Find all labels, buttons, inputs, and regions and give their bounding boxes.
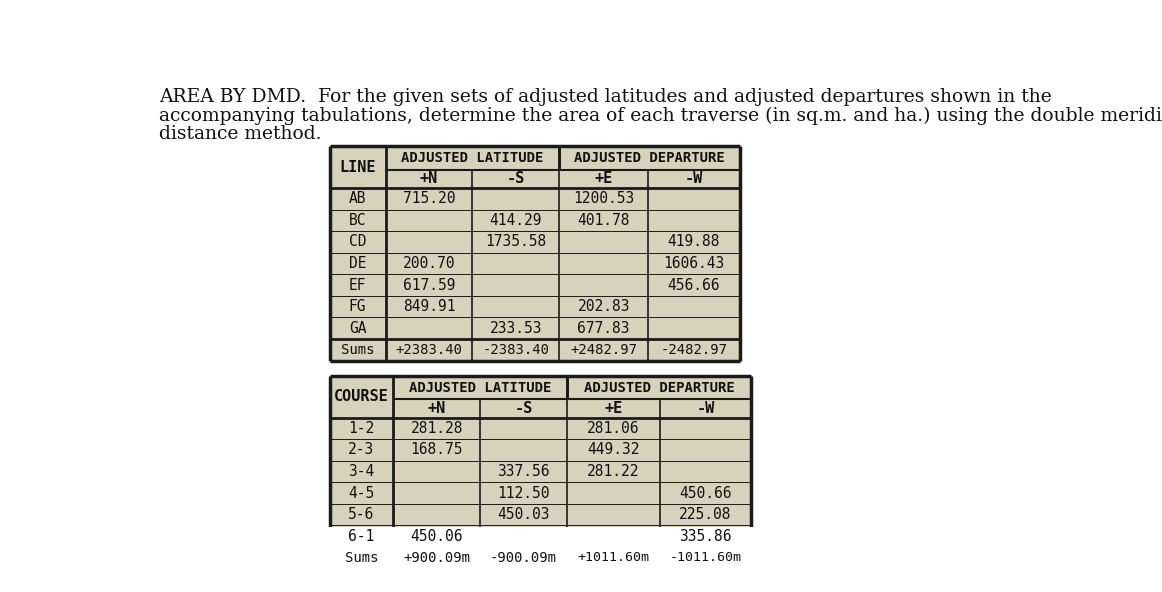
- Text: accompanying tabulations, determine the area of each traverse (in sq.m. and ha.): accompanying tabulations, determine the …: [159, 107, 1162, 125]
- Text: 401.78: 401.78: [578, 213, 630, 228]
- Text: FG: FG: [349, 299, 366, 314]
- Text: 281.28: 281.28: [410, 421, 462, 436]
- Text: 414.29: 414.29: [489, 213, 541, 228]
- Text: 2-3: 2-3: [349, 442, 374, 458]
- Text: +N: +N: [428, 401, 446, 416]
- Text: 225.08: 225.08: [680, 507, 732, 522]
- Text: -S: -S: [515, 401, 532, 416]
- Text: 715.20: 715.20: [403, 191, 456, 207]
- Text: 450.66: 450.66: [680, 485, 732, 500]
- Text: 3-4: 3-4: [349, 464, 374, 479]
- Text: COURSE: COURSE: [335, 390, 389, 404]
- Text: BC: BC: [349, 213, 366, 228]
- Text: +2482.97: +2482.97: [571, 343, 637, 357]
- Text: +2383.40: +2383.40: [395, 343, 462, 357]
- Text: 617.59: 617.59: [403, 278, 456, 292]
- Text: 112.50: 112.50: [497, 485, 550, 500]
- Text: ADJUSTED DEPARTURE: ADJUSTED DEPARTURE: [574, 151, 725, 165]
- Text: ADJUSTED LATITUDE: ADJUSTED LATITUDE: [401, 151, 544, 165]
- Text: 677.83: 677.83: [578, 321, 630, 336]
- Text: +1011.60m: +1011.60m: [578, 551, 650, 564]
- Text: 1606.43: 1606.43: [664, 256, 725, 271]
- Text: 419.88: 419.88: [668, 234, 720, 249]
- Text: -900.09m: -900.09m: [490, 551, 557, 565]
- Text: -W: -W: [684, 171, 703, 186]
- Text: 6-1: 6-1: [349, 529, 374, 543]
- Text: 849.91: 849.91: [403, 299, 456, 314]
- Text: AB: AB: [349, 191, 366, 207]
- Text: 335.86: 335.86: [680, 529, 732, 543]
- Text: AREA BY DMD.  For the given sets of adjusted latitudes and adjusted departures s: AREA BY DMD. For the given sets of adjus…: [159, 88, 1052, 106]
- Text: 1200.53: 1200.53: [573, 191, 634, 207]
- Text: 233.53: 233.53: [489, 321, 541, 336]
- Text: +N: +N: [419, 171, 438, 186]
- Text: DE: DE: [349, 256, 366, 271]
- Text: 337.56: 337.56: [497, 464, 550, 479]
- Text: ADJUSTED LATITUDE: ADJUSTED LATITUDE: [409, 381, 551, 394]
- Text: distance method.: distance method.: [159, 125, 322, 143]
- Text: 450.03: 450.03: [497, 507, 550, 522]
- Text: 4-5: 4-5: [349, 485, 374, 500]
- Text: 202.83: 202.83: [578, 299, 630, 314]
- Text: +900.09m: +900.09m: [403, 551, 471, 565]
- Text: 281.06: 281.06: [587, 421, 639, 436]
- Text: -2482.97: -2482.97: [660, 343, 727, 357]
- Text: 200.70: 200.70: [403, 256, 456, 271]
- Text: ADJUSTED DEPARTURE: ADJUSTED DEPARTURE: [583, 381, 734, 394]
- Text: 168.75: 168.75: [410, 442, 462, 458]
- Text: 1-2: 1-2: [349, 421, 374, 436]
- Text: -S: -S: [507, 171, 525, 186]
- Text: Sums: Sums: [345, 551, 378, 565]
- Text: 456.66: 456.66: [668, 278, 720, 292]
- Text: -2383.40: -2383.40: [482, 343, 550, 357]
- Text: 1735.58: 1735.58: [485, 234, 546, 249]
- Text: +E: +E: [604, 401, 623, 416]
- Text: -1011.60m: -1011.60m: [669, 551, 741, 564]
- Bar: [330, 376, 752, 568]
- Text: GA: GA: [349, 321, 366, 336]
- Text: 450.06: 450.06: [410, 529, 462, 543]
- Text: 449.32: 449.32: [587, 442, 639, 458]
- Text: CD: CD: [349, 234, 366, 249]
- Text: EF: EF: [349, 278, 366, 292]
- Bar: [330, 146, 740, 361]
- Text: +E: +E: [595, 171, 612, 186]
- Text: 5-6: 5-6: [349, 507, 374, 522]
- Text: LINE: LINE: [339, 160, 375, 175]
- Text: 281.22: 281.22: [587, 464, 639, 479]
- Text: Sums: Sums: [340, 343, 374, 357]
- Text: -W: -W: [696, 401, 715, 416]
